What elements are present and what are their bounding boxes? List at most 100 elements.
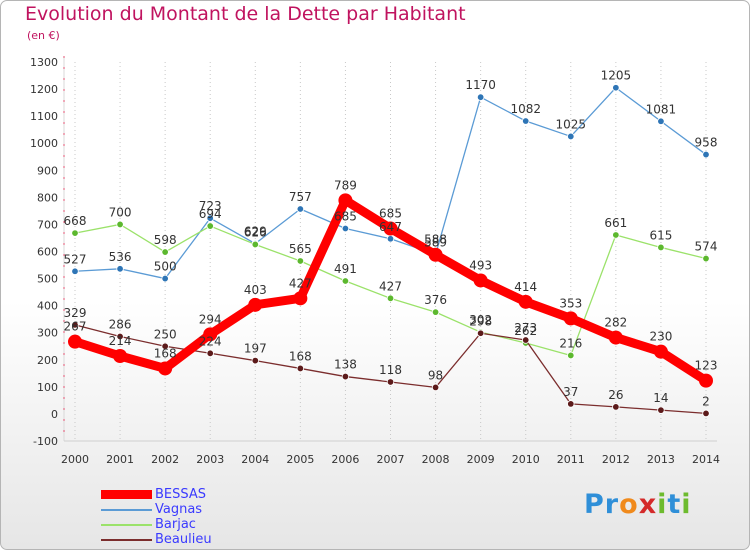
data-label: 286	[109, 318, 132, 332]
logo-letter: P	[584, 489, 605, 520]
data-point	[251, 356, 259, 365]
data-label: 536	[109, 250, 132, 264]
data-point	[341, 224, 350, 233]
data-label: 500	[154, 260, 177, 274]
legend: BESSAS Vagnas Barjac Beaulieu	[101, 487, 301, 547]
data-point	[338, 193, 353, 208]
logo-letter: o	[619, 489, 639, 520]
y-tick-label: 400	[37, 300, 58, 313]
data-label: 1025	[556, 117, 587, 131]
data-point	[699, 373, 713, 388]
data-point	[206, 214, 214, 222]
data-point	[612, 403, 620, 411]
data-point	[657, 117, 665, 125]
data-label: 1205	[601, 69, 632, 83]
data-label: 168	[289, 349, 312, 363]
x-tick-label: 2000	[61, 453, 89, 466]
legend-label: Beaulieu	[155, 532, 212, 547]
data-label: 138	[334, 358, 357, 372]
data-point	[473, 273, 488, 288]
data-point	[203, 327, 218, 342]
legend-label: BESSAS	[155, 487, 207, 502]
series	[68, 84, 713, 418]
data-label: 118	[379, 363, 402, 377]
data-label: 353	[559, 296, 582, 310]
x-tick-label: 2009	[467, 453, 495, 466]
data-point	[296, 205, 305, 213]
y-tick-label: 800	[37, 191, 58, 204]
legend-swatch	[101, 509, 152, 511]
data-point	[71, 267, 79, 275]
axes: -100 0 100 200 300 400 500 600 700 800 900 1000 1100…	[30, 56, 720, 466]
data-labels: 527 5365007236297576856475891170108210251…	[64, 69, 718, 409]
y-tick-label: -100	[33, 435, 58, 448]
data-point	[612, 231, 620, 239]
data-point	[206, 222, 214, 230]
data-label: 427	[289, 276, 312, 290]
data-label: 493	[469, 258, 492, 272]
data-point	[251, 240, 259, 249]
y-tick-label: 300	[37, 327, 58, 340]
data-point	[522, 117, 530, 125]
data-point	[71, 321, 79, 329]
data-point	[428, 247, 443, 262]
data-label: 1170	[465, 78, 496, 92]
data-label: 302	[469, 313, 492, 327]
data-point	[608, 330, 623, 345]
x-tick-label: 2001	[106, 453, 134, 466]
data-label: 589	[424, 235, 447, 249]
data-point	[116, 332, 124, 341]
data-label: 574	[695, 240, 718, 254]
data-point	[702, 150, 710, 159]
data-point	[567, 400, 575, 408]
data-label: 588	[424, 233, 447, 247]
data-label: 294	[199, 312, 222, 326]
data-point	[161, 248, 169, 256]
legend-item-barjac: Barjac	[101, 517, 301, 532]
data-point	[383, 221, 398, 236]
y-tick-label: 700	[37, 218, 58, 231]
data-label: 958	[695, 136, 718, 150]
legend-swatch	[101, 539, 152, 541]
data-label: 491	[334, 262, 357, 276]
legend-item-vagnas: Vagnas	[101, 502, 301, 517]
data-point	[296, 257, 305, 265]
data-point	[563, 311, 578, 326]
data-point	[612, 84, 620, 92]
y-tick-label: 900	[37, 164, 58, 177]
data-point	[116, 265, 124, 273]
x-tick-label: 2008	[422, 453, 450, 466]
data-label: 37	[563, 385, 578, 399]
data-point	[161, 274, 169, 283]
data-point	[431, 383, 440, 392]
data-point	[476, 93, 485, 101]
data-label: 668	[64, 214, 87, 228]
data-point	[116, 220, 124, 229]
x-tick-label: 2006	[331, 453, 359, 466]
y-tick-label: 600	[37, 246, 58, 259]
x-tick-label: 2003	[196, 453, 224, 466]
x-tick-label: 2012	[602, 453, 630, 466]
data-label: 789	[334, 178, 357, 192]
data-label: 427	[379, 279, 402, 293]
data-label: 376	[424, 293, 447, 307]
data-point	[293, 291, 308, 306]
data-label: 197	[244, 342, 267, 356]
data-point	[296, 364, 305, 373]
data-point	[386, 235, 395, 243]
y-tick-label: 1300	[30, 56, 58, 69]
data-label: 26	[608, 388, 623, 402]
data-label: 694	[199, 207, 222, 221]
data-label: 527	[64, 252, 87, 266]
data-point	[158, 361, 173, 376]
y-tick-label: 1100	[30, 110, 58, 123]
data-point	[567, 351, 575, 360]
data-label: 647	[379, 220, 402, 234]
data-point	[113, 348, 128, 363]
data-point	[68, 334, 82, 349]
x-tick-label: 2010	[512, 453, 540, 466]
data-point	[161, 342, 169, 350]
data-point	[657, 406, 665, 414]
y-tick-label: 1000	[30, 137, 58, 150]
